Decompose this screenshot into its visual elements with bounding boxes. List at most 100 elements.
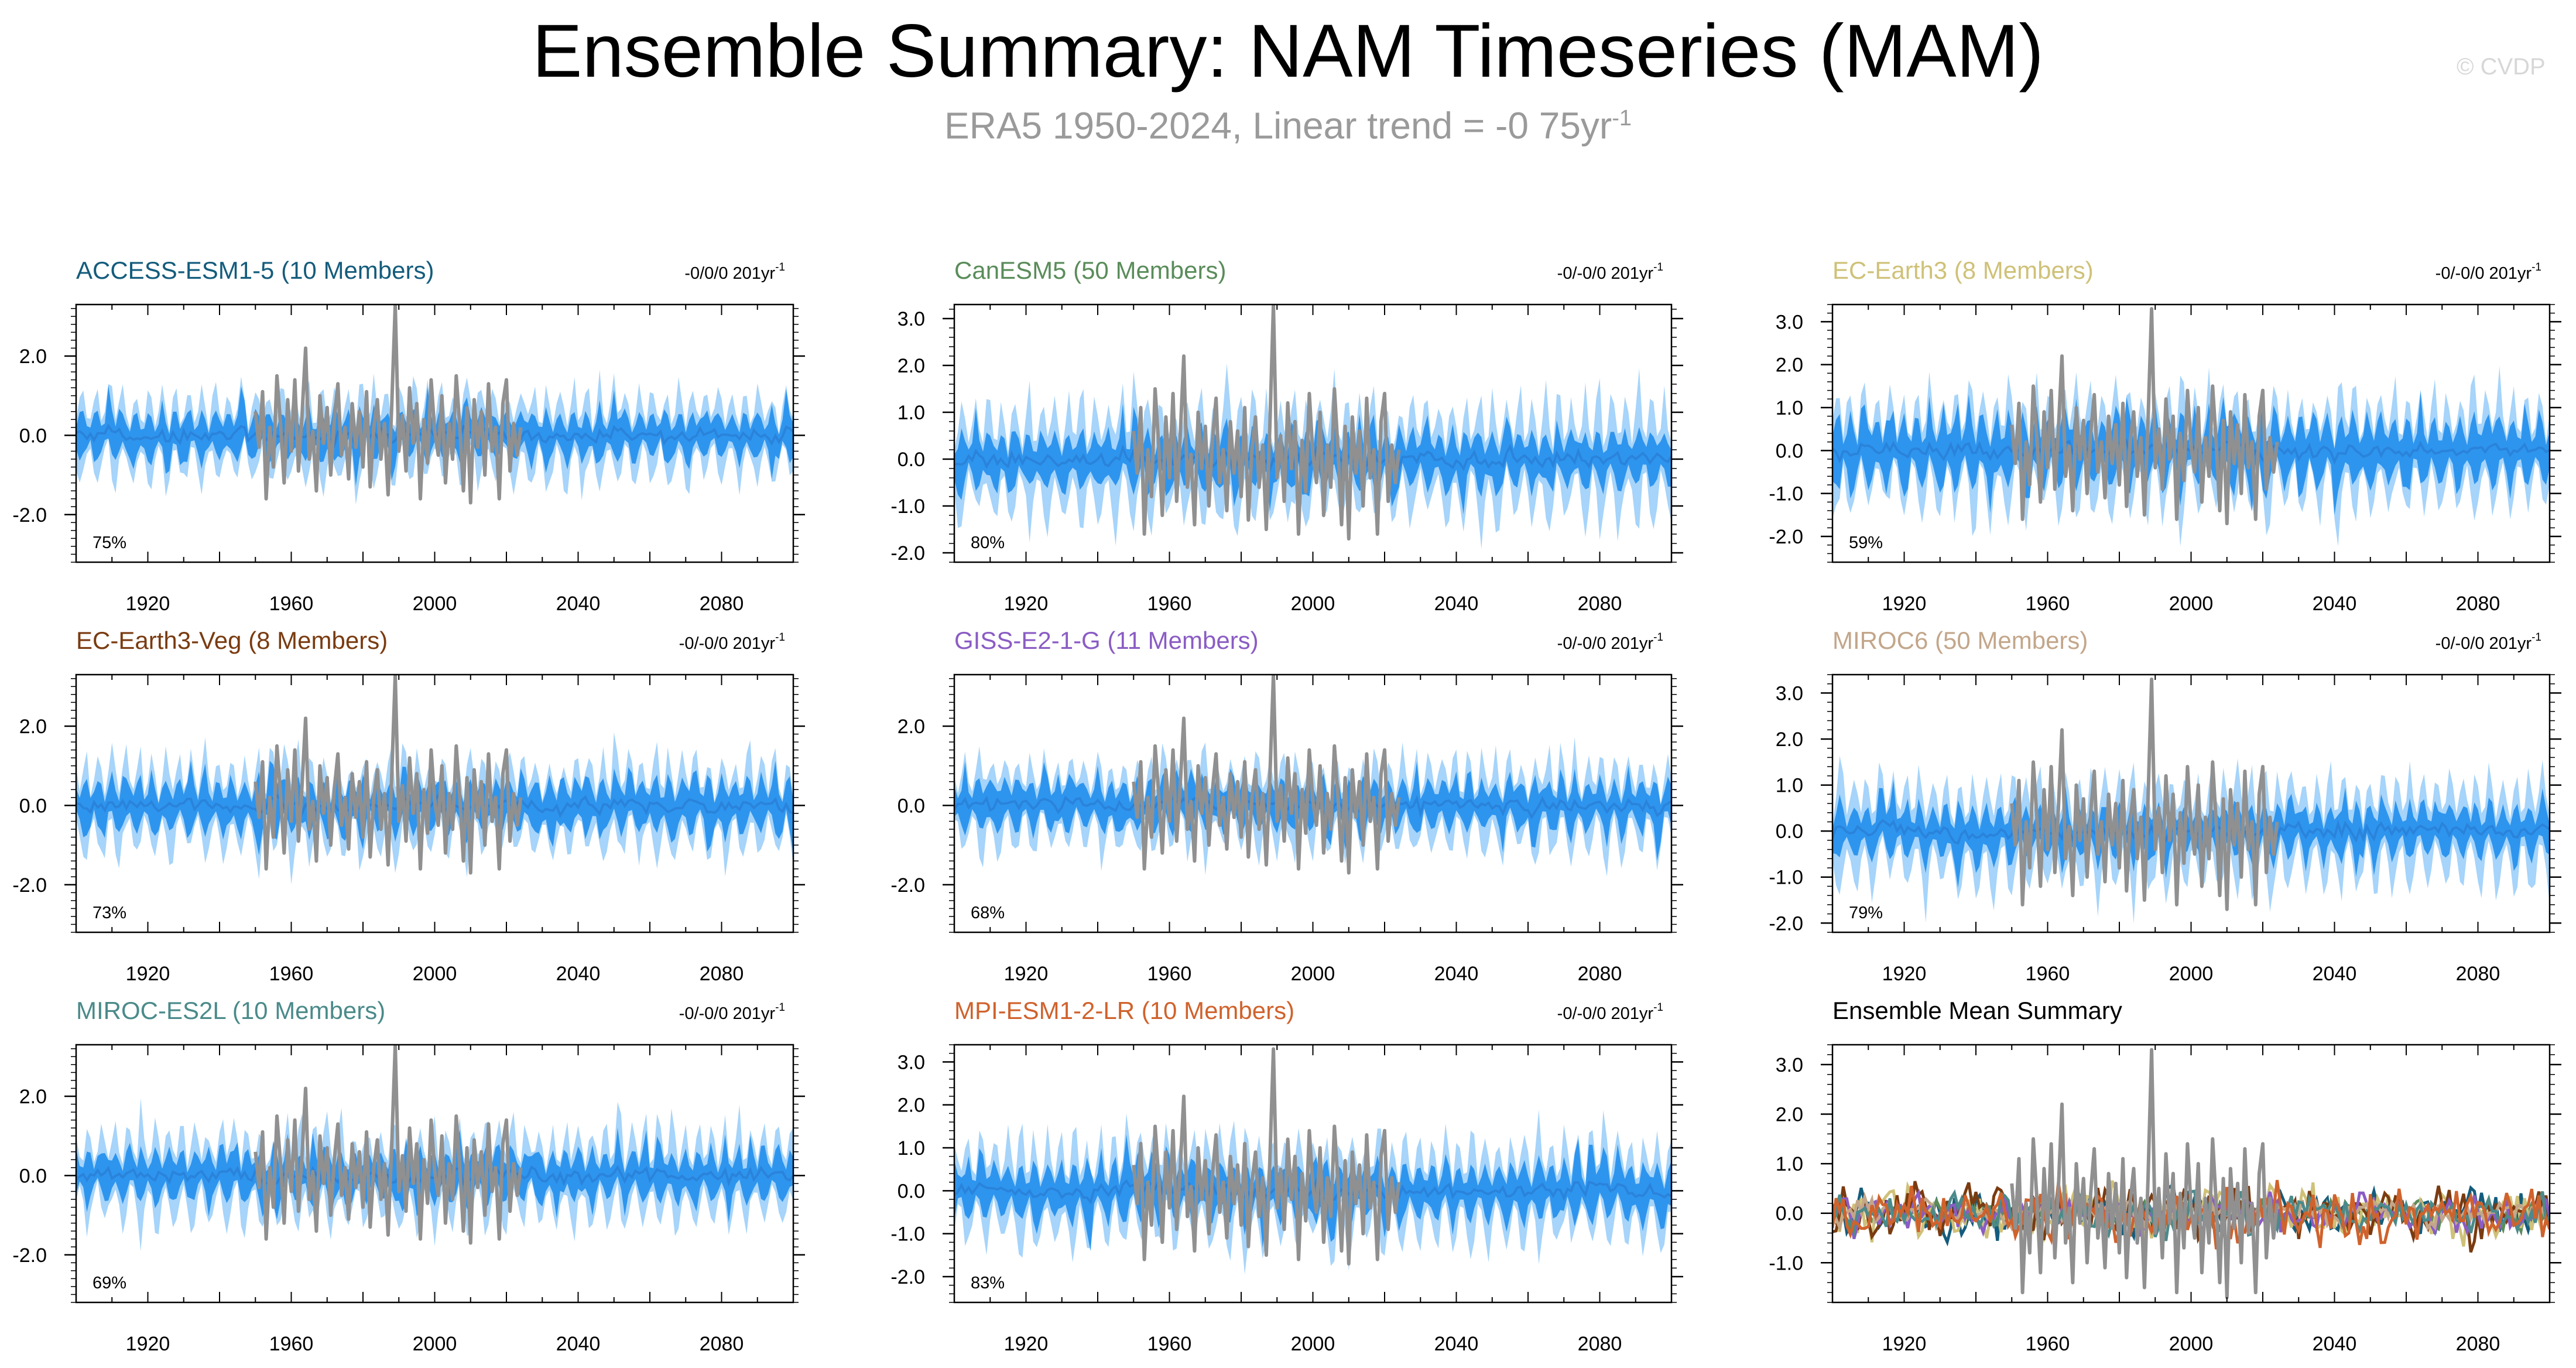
- y-tick-label: 3.0: [898, 1051, 925, 1073]
- y-tick-label: 0.0: [898, 449, 925, 471]
- trend-value: -0/-0/0 201yr: [1557, 264, 1654, 283]
- y-tick-label: -2.0: [12, 504, 47, 526]
- y-tick-label: 2.0: [1776, 354, 1803, 377]
- y-tick-label: -2.0: [890, 542, 925, 565]
- y-tick-label: 2.0: [19, 1086, 47, 1108]
- panel-percent-label: 75%: [93, 533, 126, 552]
- panel-trend-text: -0/-0/0 201yr-1: [1557, 1001, 1663, 1023]
- subtitle-exponent: -1: [1612, 106, 1632, 131]
- x-tick-label: 2040: [556, 963, 601, 985]
- panel-trend-text: -0/0/0 201yr-1: [684, 261, 785, 283]
- panel-trend-text: -0/-0/0 201yr-1: [2435, 261, 2541, 283]
- x-tick-label: 2040: [2313, 593, 2357, 615]
- figure-title: Ensemble Summary: NAM Timeseries (MAM): [532, 9, 2044, 93]
- observation-line: [1132, 1047, 1401, 1266]
- x-tick-label: 1920: [1004, 593, 1049, 615]
- plot-area: [76, 305, 793, 505]
- observation-line: [2010, 307, 2279, 525]
- x-tick-label: 1960: [269, 963, 314, 985]
- plot-area: [1832, 307, 2550, 547]
- observation-line: [254, 1045, 523, 1245]
- x-tick-label: 1960: [2026, 593, 2070, 615]
- y-tick-label: 1.0: [1776, 775, 1803, 797]
- panel-title: GISS-E2-1-G (11 Members): [954, 627, 1259, 654]
- y-tick-label: 1.0: [1776, 397, 1803, 419]
- x-tick-label: 1960: [269, 593, 314, 615]
- y-tick-label: 0.0: [1776, 820, 1803, 843]
- panel-percent-label: 69%: [93, 1274, 126, 1292]
- y-tick-label: -2.0: [890, 1266, 925, 1288]
- x-tick-label: 1920: [1004, 963, 1049, 985]
- y-tick-label: 1.0: [898, 402, 925, 424]
- panel-trend-text: -0/-0/0 201yr-1: [679, 1001, 785, 1023]
- watermark-text: © CVDP: [2457, 54, 2546, 80]
- x-tick-label: 2040: [556, 593, 601, 615]
- plot-area: [954, 305, 1671, 549]
- panel-percent-label: 73%: [93, 904, 126, 922]
- x-tick-label: 1920: [1882, 963, 1927, 985]
- x-tick-label: 1960: [1147, 593, 1192, 615]
- x-tick-label: 2000: [1291, 963, 1335, 985]
- y-tick-label: 0.0: [1776, 440, 1803, 462]
- y-tick-label: 0.0: [19, 425, 47, 447]
- observation-line: [2010, 1048, 2279, 1299]
- x-tick-label: 2040: [2313, 1333, 2357, 1355]
- y-tick-label: 2.0: [898, 716, 925, 738]
- observation-line: [254, 675, 523, 875]
- panel-percent-label: 83%: [971, 1274, 1005, 1292]
- trend-value: -0/-0/0 201yr: [679, 1004, 776, 1023]
- y-tick-label: 3.0: [1776, 1054, 1803, 1076]
- x-tick-label: 1920: [1882, 1333, 1927, 1355]
- y-tick-label: 0.0: [19, 795, 47, 817]
- x-tick-label: 2040: [556, 1333, 601, 1355]
- trend-exponent: -1: [2532, 261, 2541, 273]
- plot-area: [1832, 677, 2550, 924]
- trend-value: -0/-0/0 201yr: [2435, 634, 2532, 653]
- panel-title: MIROC6 (50 Members): [1832, 627, 2088, 654]
- panel-title: MPI-ESM1-2-LR (10 Members): [954, 997, 1294, 1024]
- x-tick-label: 2080: [700, 963, 744, 985]
- panel-title: ACCESS-ESM1-5 (10 Members): [76, 256, 434, 284]
- y-tick-label: -1.0: [890, 1223, 925, 1246]
- x-tick-label: 2040: [1434, 963, 1479, 985]
- observation-line: [1132, 675, 1401, 875]
- y-tick-label: 0.0: [898, 795, 925, 817]
- trend-value: -0/0/0 201yr: [684, 264, 775, 283]
- x-tick-label: 2040: [2313, 963, 2357, 985]
- x-tick-label: 2000: [2169, 963, 2214, 985]
- y-tick-label: -1.0: [1769, 867, 1803, 889]
- y-tick-label: 3.0: [1776, 311, 1803, 333]
- panel-title: EC-Earth3 (8 Members): [1832, 256, 2094, 284]
- x-tick-label: 2080: [2456, 1333, 2500, 1355]
- panel-percent-label: 80%: [971, 533, 1005, 552]
- x-tick-label: 2080: [1578, 1333, 1622, 1355]
- trend-value: -0/-0/0 201yr: [2435, 264, 2532, 283]
- y-tick-label: 2.0: [898, 1095, 925, 1117]
- observation-line: [254, 305, 523, 505]
- x-tick-label: 2040: [1434, 593, 1479, 615]
- x-tick-label: 2080: [2456, 963, 2500, 985]
- x-tick-label: 1920: [126, 1333, 170, 1355]
- y-tick-label: -2.0: [1769, 526, 1803, 548]
- figure-subtitle: ERA5 1950-2024, Linear trend = -0 75yr-1: [0, 95, 2576, 149]
- x-tick-label: 2080: [700, 1333, 744, 1355]
- y-tick-label: 3.0: [1776, 682, 1803, 704]
- x-tick-label: 2040: [1434, 1333, 1479, 1355]
- y-tick-label: 2.0: [1776, 729, 1803, 751]
- plot-area: [954, 1047, 1671, 1275]
- y-tick-label: 0.0: [898, 1180, 925, 1202]
- x-tick-label: 2080: [700, 593, 744, 615]
- trend-exponent: -1: [1653, 261, 1663, 273]
- panel-trend-text: -0/-0/0 201yr-1: [1557, 261, 1663, 283]
- trend-exponent: -1: [1653, 631, 1663, 644]
- x-tick-label: 2000: [2169, 1333, 2214, 1355]
- plot-frame: [1831, 1044, 2551, 1304]
- y-tick-label: -1.0: [1769, 483, 1803, 505]
